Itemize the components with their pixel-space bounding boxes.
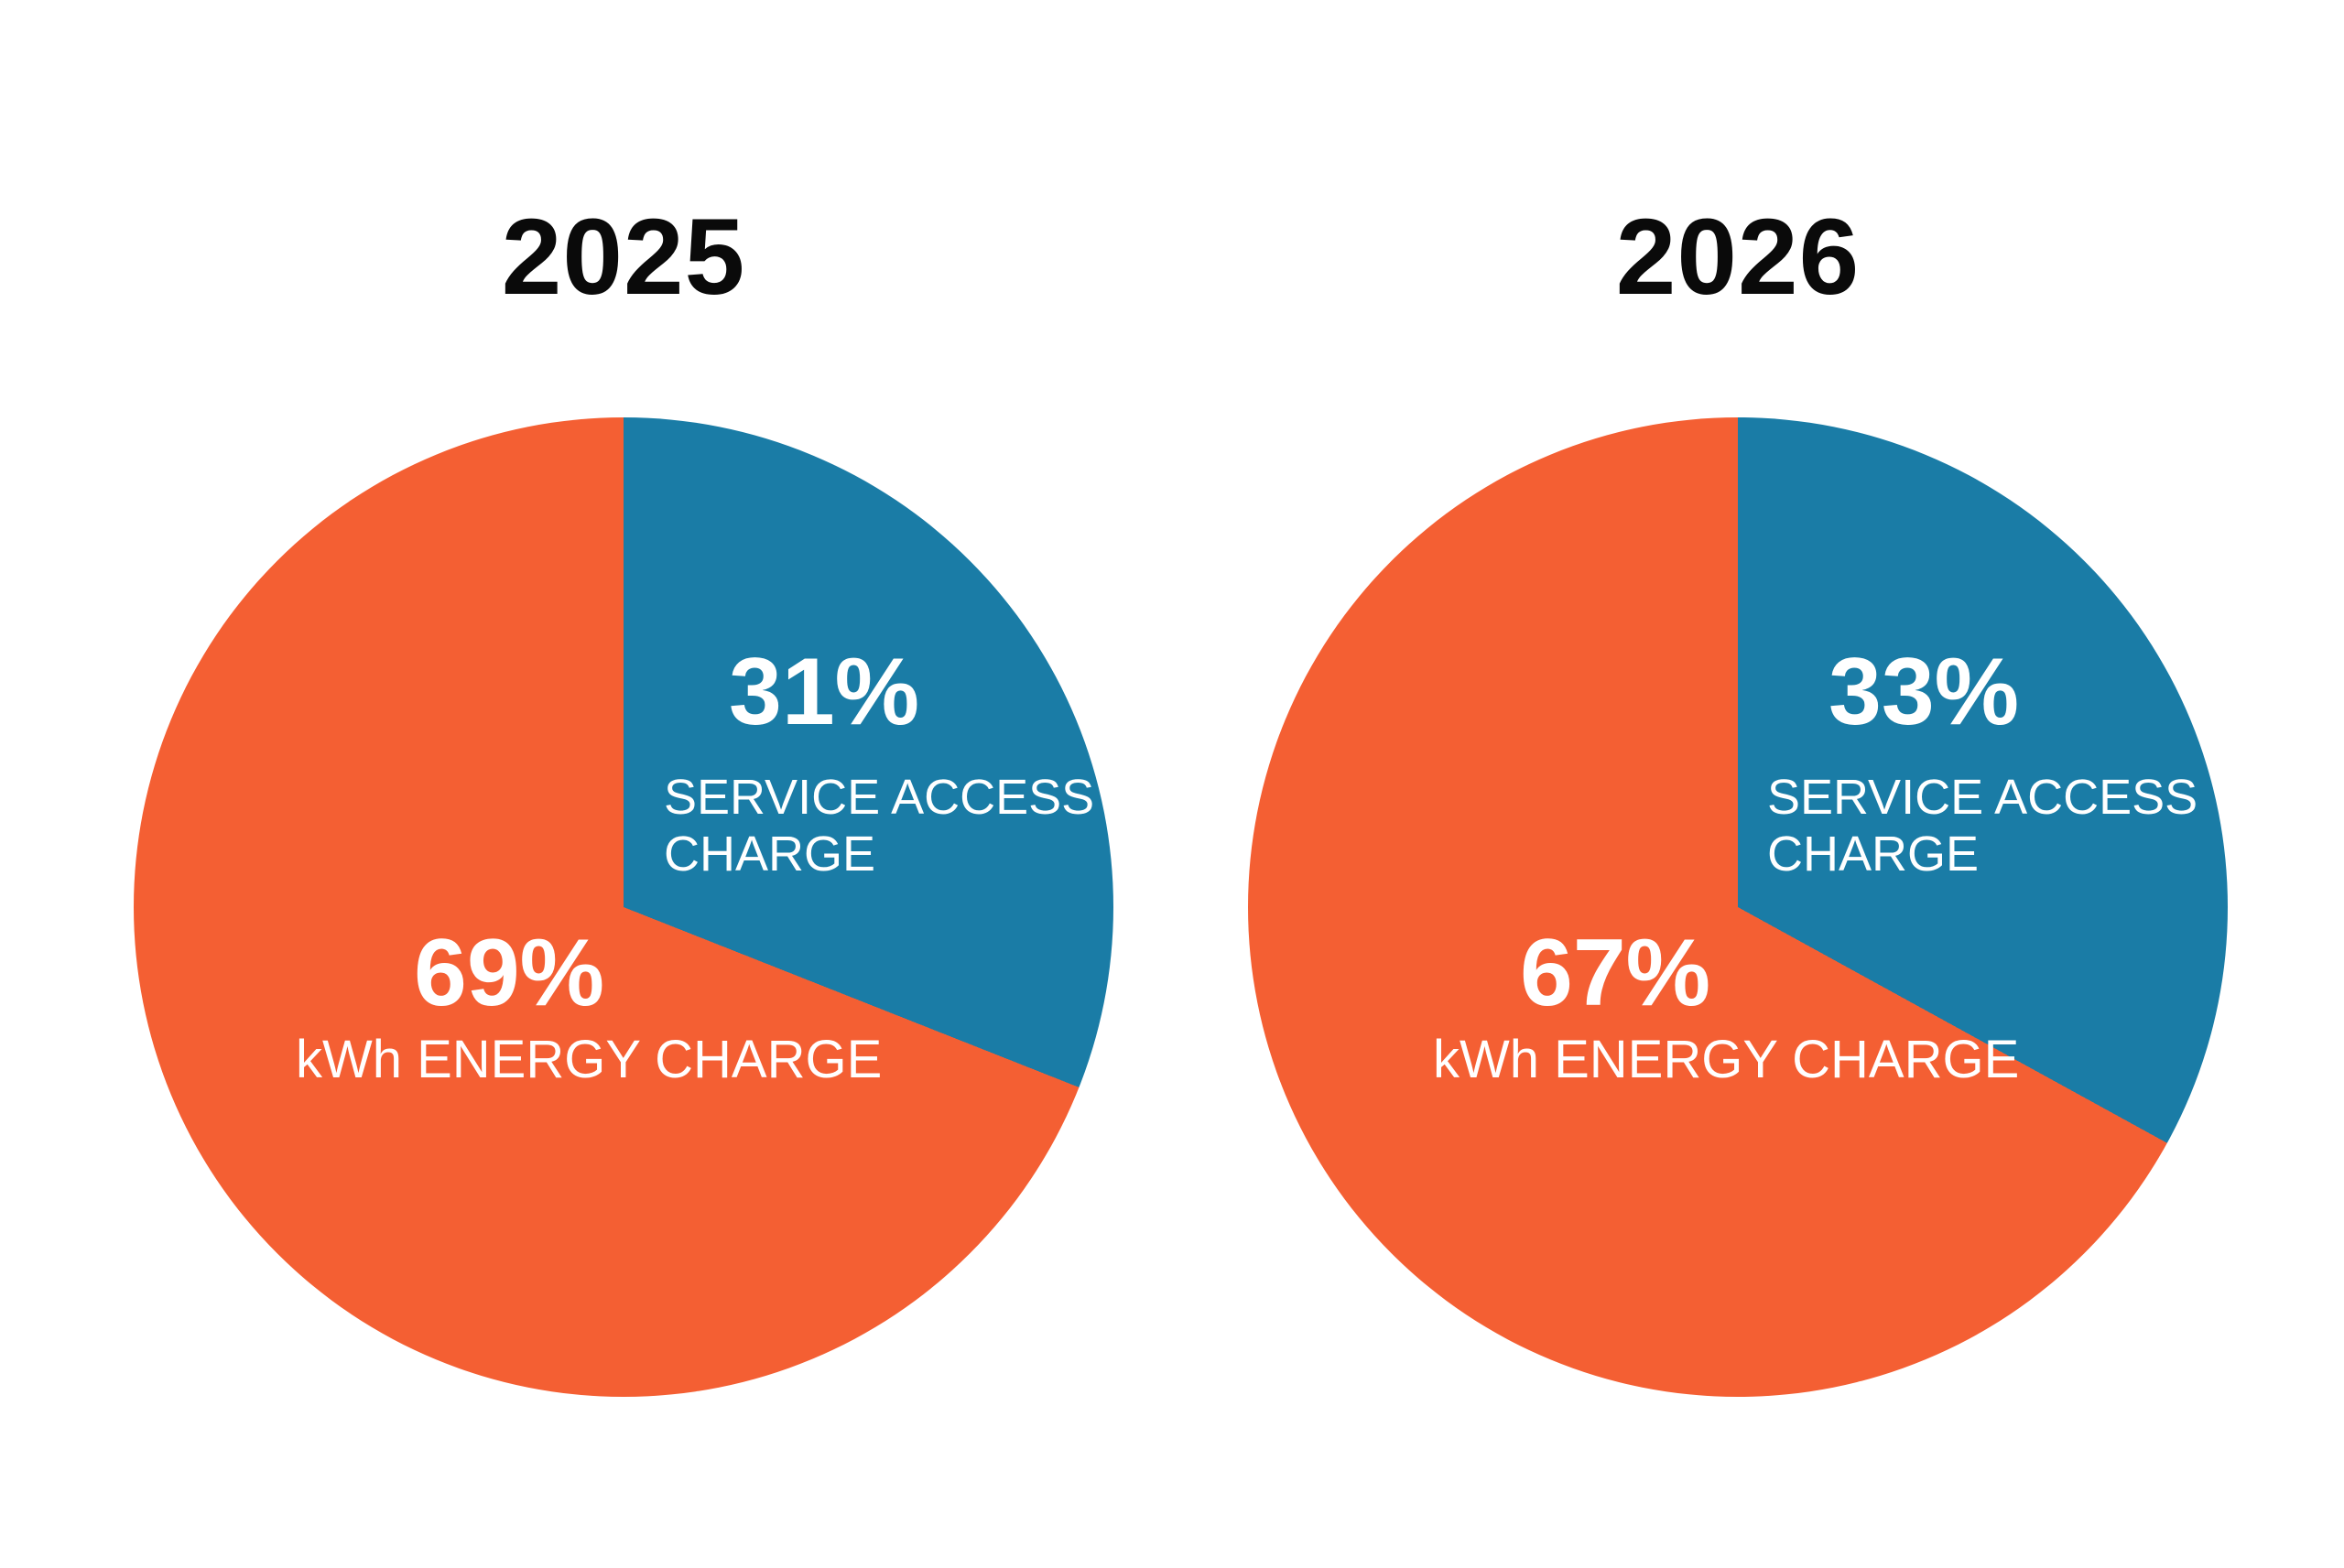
- energy-charge-label-2025: kWh ENERGY CHARGE: [296, 1030, 883, 1089]
- service-access-label-line1: SERVICE ACCESS: [1767, 770, 2198, 825]
- service-access-label-line1: SERVICE ACCESS: [664, 770, 1095, 825]
- service-access-label-line2: CHARGE: [664, 827, 876, 881]
- year-title-2025: 2025: [501, 197, 746, 318]
- service-access-label-2025: SERVICE ACCESS CHARGE: [664, 769, 1094, 882]
- service-access-percent-2026: 33%: [1829, 639, 2020, 745]
- energy-charge-percent-2026: 67%: [1520, 920, 1711, 1026]
- service-access-label-2026: SERVICE ACCESS CHARGE: [1767, 769, 2198, 882]
- service-access-label-line2: CHARGE: [1767, 827, 1980, 881]
- pie-block-2026: 2026 33% SERVICE ACCESS CHARGE 67% kWh E…: [1248, 194, 2228, 1397]
- year-title-2026: 2026: [1615, 197, 1861, 318]
- service-access-percent-2025: 31%: [729, 639, 920, 745]
- energy-charge-percent-2025: 69%: [414, 920, 605, 1026]
- pie-chart-2025: 31% SERVICE ACCESS CHARGE 69% kWh ENERGY…: [134, 417, 1113, 1397]
- energy-charge-label-2026: kWh ENERGY CHARGE: [1433, 1030, 2020, 1089]
- pie-block-2025: 2025 31% SERVICE ACCESS CHARGE 69% kWh E…: [134, 194, 1113, 1397]
- pie-chart-2026: 33% SERVICE ACCESS CHARGE 67% kWh ENERGY…: [1248, 417, 2228, 1397]
